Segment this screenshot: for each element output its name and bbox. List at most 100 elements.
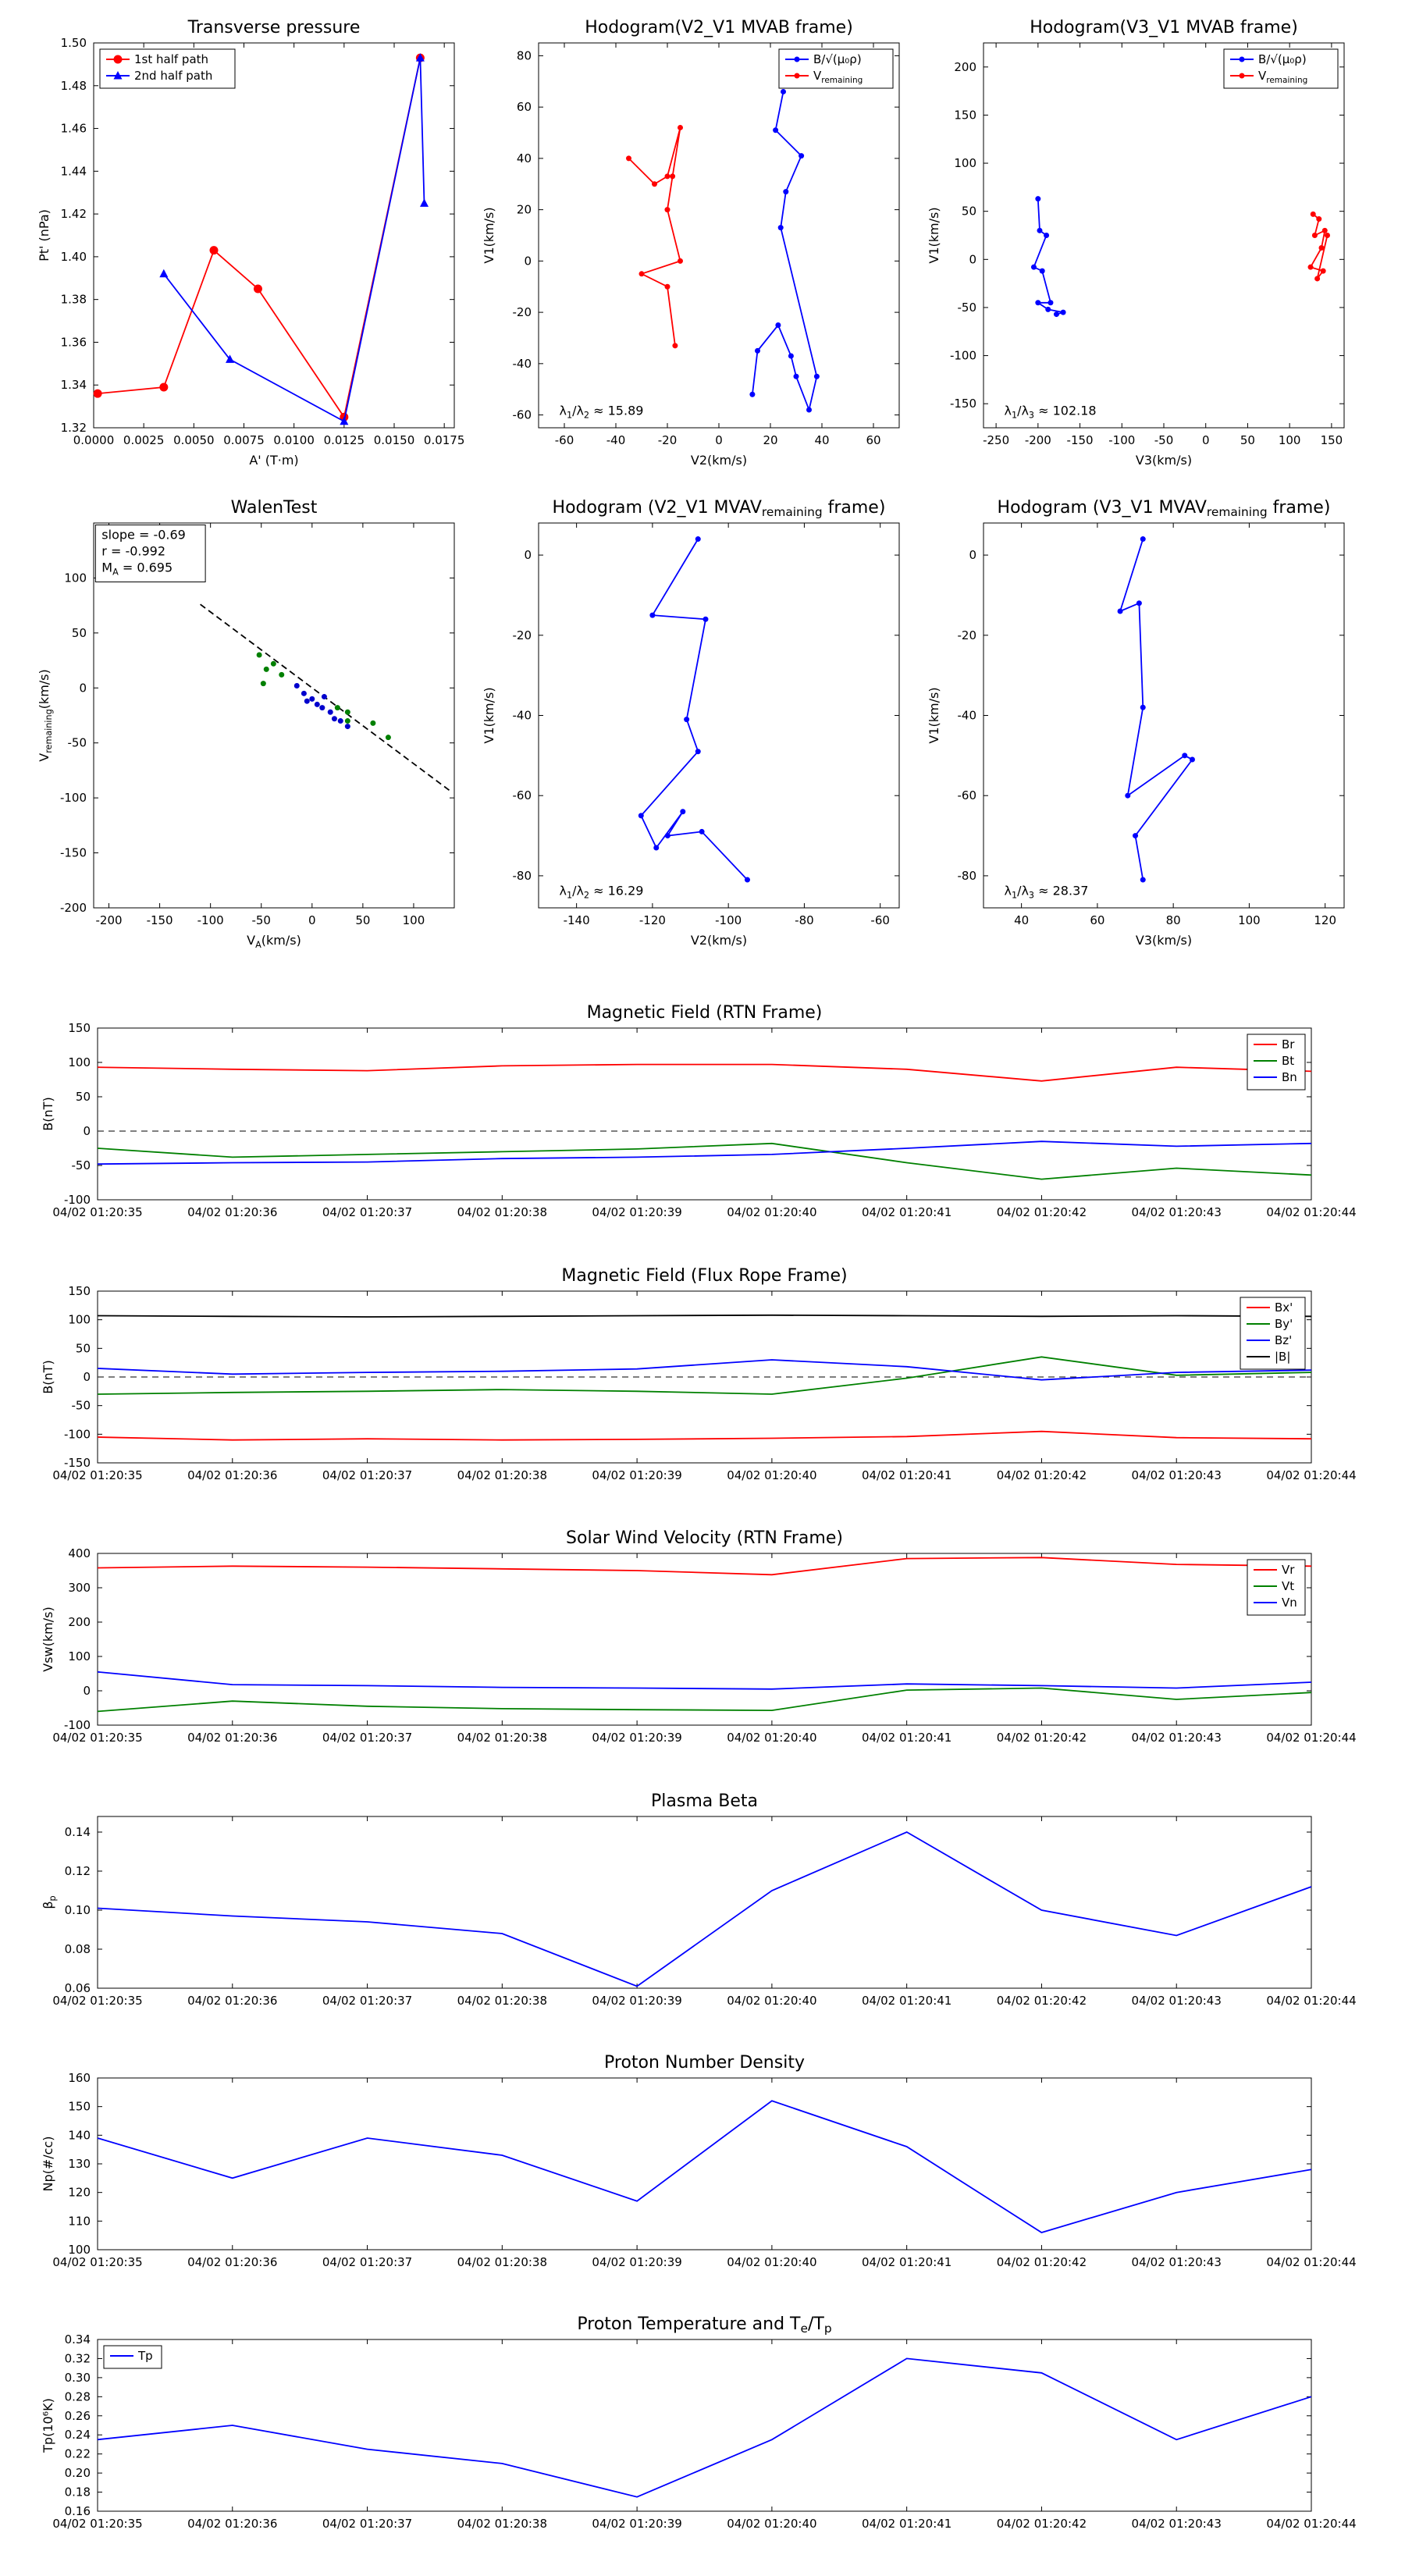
x-tick-label: 0.0025	[123, 433, 165, 447]
x-tick-label: 04/02 01:20:36	[187, 1205, 277, 1219]
x-tick-label: 04/02 01:20:38	[457, 1205, 547, 1219]
x-tick-label: 04/02 01:20:40	[727, 1731, 816, 1745]
x-tick-label: 04/02 01:20:42	[997, 2255, 1087, 2269]
x-tick-label: -20	[658, 433, 678, 447]
chart-solar-wind-velocity: Solar Wind Velocity (RTN Frame) 04/02 01:…	[31, 1521, 1374, 1763]
y-tick-label: 100	[954, 156, 976, 170]
annotation: λ1/λ3 ≈ 102.18	[1004, 403, 1096, 420]
y-tick-label: -50	[72, 1158, 91, 1172]
series-s2	[256, 652, 391, 741]
y-tick-label: -80	[513, 869, 532, 883]
x-tick-label: -40	[606, 433, 626, 447]
y-tick-label: -20	[958, 628, 977, 642]
plot-walen_test: WalenTest -200 -150 -100 -50 0 50 100 -200 -150 -1…	[37, 498, 455, 950]
x-tick-label: 0.0050	[173, 433, 215, 447]
x-tick-label: 04/02 01:20:36	[187, 2255, 277, 2269]
x-axis-label: A' (T·m)	[249, 453, 298, 468]
y-tick-label: 50	[76, 1341, 91, 1355]
x-tick-label: 120	[1314, 913, 1336, 927]
y-axis-label: βp	[41, 1895, 58, 1909]
x-tick-label: 40	[1014, 913, 1029, 927]
series-Vr	[97, 1557, 1312, 1576]
chart-walen-test: WalenTest -200 -150 -100 -50 0 50 100 -200 -150 -1…	[31, 488, 468, 956]
series-Br	[97, 1063, 1312, 1082]
x-tick-label: -50	[1154, 433, 1174, 447]
legend-label: 2nd half path	[134, 69, 212, 83]
y-tick-label: 0	[83, 1684, 91, 1698]
y-tick-label: 1.50	[61, 36, 87, 50]
series-Vremaining	[626, 124, 683, 349]
x-tick-label: 0.0075	[223, 433, 265, 447]
x-tick-label: 0	[715, 433, 723, 447]
y-tick-label: -80	[958, 869, 977, 883]
chart-hodogram-v3v1-mvav: Hodogram (V3_V1 MVAVremaining frame) 40 60…	[921, 488, 1358, 956]
x-axis-label: V2(km/s)	[691, 453, 747, 468]
x-tick-label: 100	[403, 913, 425, 927]
x-tick-label: 04/02 01:20:42	[997, 1994, 1087, 2008]
y-tick-label: 0.28	[65, 2389, 91, 2403]
x-tick-label: 04/02 01:20:43	[1132, 1994, 1222, 2008]
x-tick-label: 04/02 01:20:35	[52, 1205, 142, 1219]
annotation-line: MA = 0.695	[101, 560, 173, 577]
annotation: λ1/λ3 ≈ 28.37	[1004, 883, 1088, 900]
y-tick-label: 0	[524, 254, 532, 268]
x-tick-label: 04/02 01:20:40	[727, 1994, 816, 2008]
y-tick-label: -20	[513, 305, 532, 319]
y-tick-label: 100	[68, 1055, 91, 1069]
x-tick-label: -100	[715, 913, 742, 927]
annotation: λ1/λ2 ≈ 15.89	[559, 403, 643, 420]
y-tick-label: 0	[83, 1124, 91, 1138]
plot-hodogram_v3v1_mvab: Hodogram(V3_V1 MVAB frame) -250 -200 -150 -1…	[927, 18, 1345, 468]
legend-label: Bz'	[1275, 1333, 1292, 1347]
chart-transverse-pressure: Transverse pressure 0.0000 0.0025 0.0050 0.0…	[31, 8, 468, 476]
y-tick-label: -100	[60, 791, 87, 805]
chart-hodogram-v2v1-mvab: Hodogram(V2_V1 MVAB frame) -60 -40 -20 0 20 40…	[476, 8, 913, 476]
chart-title: Plasma Beta	[651, 1791, 758, 1811]
plot-hodogram_v3v1_mvav: Hodogram (V3_V1 MVAVremaining frame) 40 60…	[927, 498, 1345, 948]
y-axis-label: V1(km/s)	[927, 207, 941, 263]
y-tick-label: -40	[513, 709, 532, 723]
chart-title: Hodogram (V2_V1 MVAVremaining frame)	[553, 498, 886, 519]
legend: Br Bt Bn	[1247, 1034, 1306, 1091]
series-2nd half path	[159, 53, 429, 425]
y-tick-label: 0.26	[65, 2409, 91, 2423]
legend-label: 1st half path	[134, 52, 208, 66]
x-tick-label: 04/02 01:20:37	[322, 2255, 412, 2269]
chart-title: Hodogram(V2_V1 MVAB frame)	[585, 18, 853, 37]
x-tick-label: 04/02 01:20:39	[592, 1994, 681, 2008]
series-s0	[97, 1831, 1312, 1987]
y-tick-label: 0.32	[65, 2351, 91, 2365]
y-tick-label: 0.24	[65, 2428, 91, 2442]
x-tick-label: 04/02 01:20:35	[52, 2255, 142, 2269]
annotation-line: λ1/λ3 ≈ 28.37	[1004, 883, 1088, 900]
x-tick-label: 04/02 01:20:39	[592, 1731, 681, 1745]
y-tick-label: 0	[83, 1370, 91, 1384]
series-Bt	[97, 1142, 1312, 1180]
y-tick-label: 400	[68, 1546, 91, 1560]
legend: B/√(μ₀ρ) Vremaining	[778, 48, 894, 89]
y-tick-label: 0.30	[65, 2371, 91, 2385]
axes-frame	[97, 2339, 1312, 2512]
plot-transverse_pressure: Transverse pressure 0.0000 0.0025 0.0050 0.0…	[37, 18, 465, 468]
legend: Bx' By' Bz' |B|	[1240, 1297, 1306, 1370]
x-tick-label: -50	[251, 913, 271, 927]
x-tick-label: 04/02 01:20:37	[322, 1731, 412, 1745]
x-tick-label: 04/02 01:20:36	[187, 1731, 277, 1745]
series-Tp	[97, 2357, 1312, 2498]
x-tick-label: 04/02 01:20:43	[1132, 1731, 1222, 1745]
y-tick-label: 1.46	[61, 122, 87, 136]
y-tick-label: -60	[958, 788, 977, 802]
axes-frame	[983, 522, 1345, 909]
x-tick-label: 0.0175	[424, 433, 465, 447]
series-Bx'	[97, 1430, 1312, 1441]
x-tick-label: 04/02 01:20:35	[52, 1731, 142, 1745]
y-tick-label: -100	[64, 1427, 91, 1441]
x-axis-label: V2(km/s)	[691, 933, 747, 948]
y-tick-label: -150	[60, 846, 87, 860]
x-tick-label: 04/02 01:20:42	[997, 1468, 1087, 1482]
x-tick-label: 04/02 01:20:43	[1132, 1205, 1222, 1219]
chart-hodogram-v3v1-mvab: Hodogram(V3_V1 MVAB frame) -250 -200 -150 -1…	[921, 8, 1358, 476]
x-tick-label: 04/02 01:20:41	[862, 2255, 951, 2269]
chart-hodogram-v2v1-mvav: Hodogram (V2_V1 MVAVremaining frame) -140…	[476, 488, 913, 956]
